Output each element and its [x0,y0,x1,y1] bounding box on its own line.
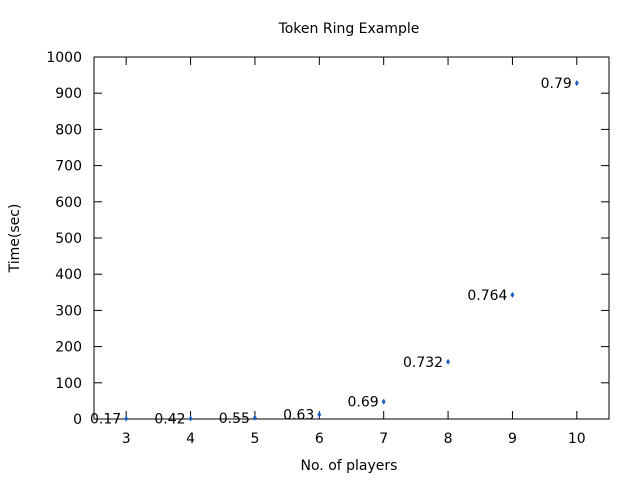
data-label: 0.63 [283,408,314,424]
x-tick-label: 7 [379,431,388,447]
x-tick-label: 8 [444,431,453,447]
data-point [317,411,322,418]
data-point [446,358,451,365]
y-tick-label: 900 [55,86,82,102]
data-point [510,291,515,298]
data-point [252,414,257,421]
y-tick-label: 0 [73,412,82,428]
chart-title: Token Ring Example [278,21,420,37]
y-tick-label: 100 [55,376,82,392]
data-label: 0.42 [154,412,185,428]
data-label: 0.69 [348,395,379,411]
y-tick-label: 800 [55,122,82,138]
x-tick-label: 6 [315,431,324,447]
plot-frame [93,56,610,420]
data-series: 0.17 0.42 0.55 0.63 0.69 0.732 0.764 0.79 [90,76,579,428]
data-label: 0.17 [90,412,121,428]
x-tick-label: 9 [508,431,517,447]
data-point [381,398,386,405]
y-tick-label: 500 [55,231,82,247]
y-axis: 0 100 200 300 400 500 600 700 800 900 1000 [46,50,609,428]
x-tick-label: 4 [186,431,195,447]
x-tick-label: 10 [568,431,586,447]
y-tick-label: 700 [55,159,82,175]
y-tick-label: 200 [55,340,82,356]
x-tick-label: 3 [122,431,131,447]
data-label: 0.764 [467,288,507,304]
x-axis-label: No. of players [301,458,398,474]
x-axis: 3 4 5 6 7 8 9 10 [122,57,586,447]
y-axis-label: Time(sec) [7,204,23,274]
data-label: 0.79 [541,76,572,92]
data-point [124,415,129,422]
y-tick-label: 1000 [46,50,82,66]
data-point [188,415,193,422]
y-tick-label: 600 [55,195,82,211]
y-tick-label: 400 [55,267,82,283]
data-label: 0.55 [219,411,250,427]
data-label: 0.732 [403,355,443,371]
x-tick-label: 5 [250,431,259,447]
data-point [574,80,579,87]
y-tick-label: 300 [55,303,82,319]
